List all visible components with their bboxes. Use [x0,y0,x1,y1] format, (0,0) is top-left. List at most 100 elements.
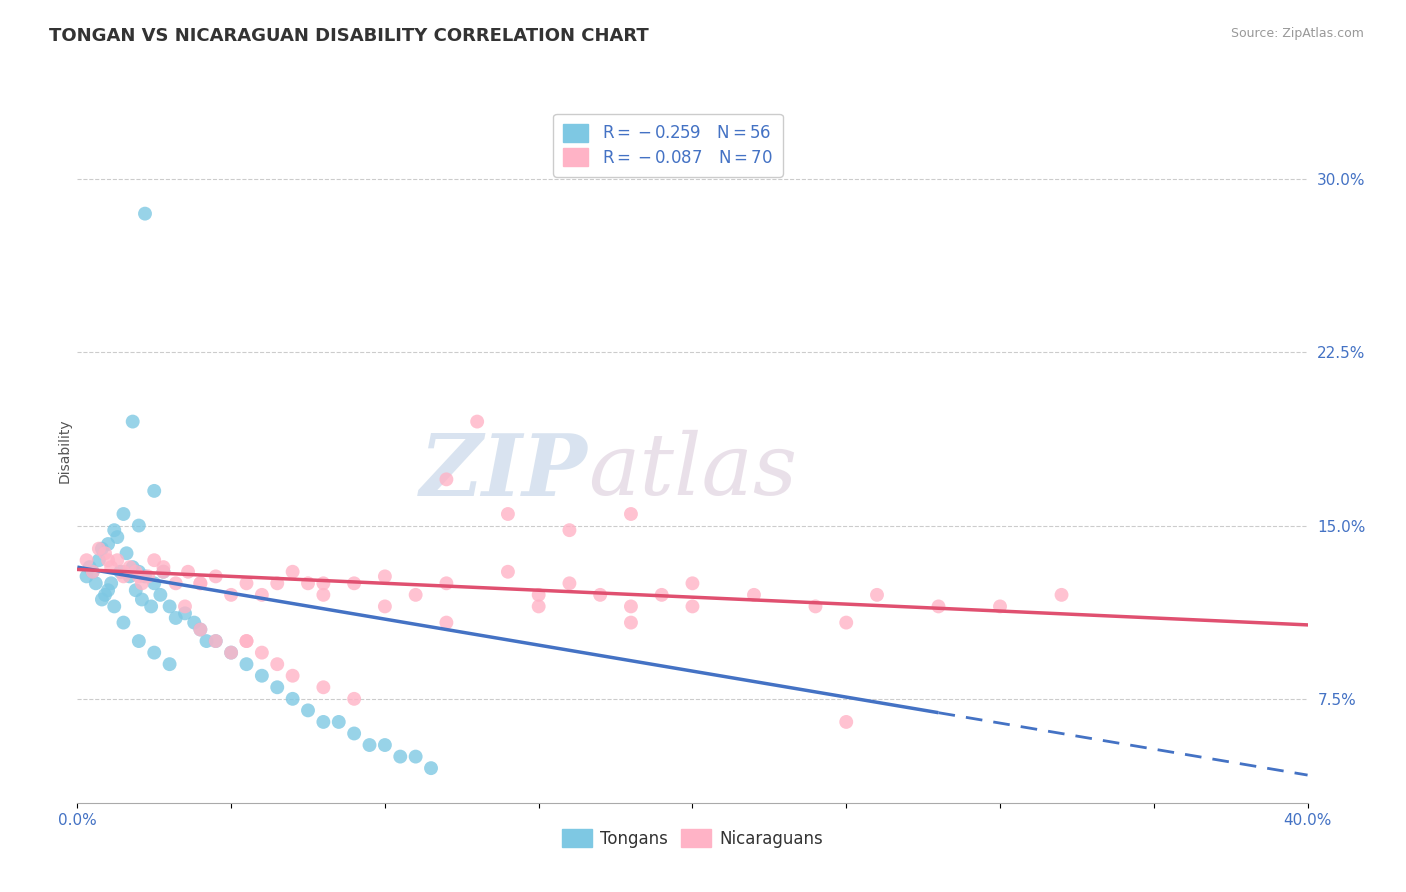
Point [87,541,110,556]
Point [76,569,98,583]
Point [112,615,135,630]
Point [115,546,138,560]
Point [159,599,181,614]
Point [100,560,122,574]
Point [312,680,335,694]
Point [90,541,114,556]
Point [436,576,458,591]
Point [682,576,704,591]
Point [112,569,135,583]
Point [465,415,488,429]
Point [312,576,335,591]
Point [527,599,550,614]
Point [112,565,135,579]
Point [219,588,242,602]
Point [174,599,197,614]
Point [312,714,335,729]
Point [281,691,304,706]
Point [143,483,166,498]
Point [152,565,174,579]
Point [374,599,396,614]
Point [125,583,148,598]
Point [128,518,150,533]
Point [374,738,396,752]
Point [152,560,174,574]
Point [527,588,550,602]
Point [149,588,172,602]
Point [141,599,163,614]
Point [188,576,212,591]
Point [405,588,427,602]
Point [125,565,148,579]
Point [82,565,104,579]
Point [183,615,205,630]
Point [620,615,643,630]
Point [131,592,153,607]
Point [281,669,304,683]
Point [250,588,273,602]
Point [682,599,704,614]
Point [84,576,107,591]
Point [136,569,159,583]
Point [343,726,366,740]
Point [165,611,187,625]
Point [558,576,581,591]
Point [103,523,125,537]
Point [165,576,187,591]
Point [204,569,226,583]
Point [250,646,273,660]
Point [250,669,273,683]
Point [496,565,519,579]
Text: ZIP: ZIP [420,430,588,514]
Point [928,599,950,614]
Point [589,588,612,602]
Point [152,565,174,579]
Point [105,530,128,544]
Point [266,657,288,672]
Point [266,576,288,591]
Text: TONGAN VS NICARAGUAN DISABILITY CORRELATION CHART: TONGAN VS NICARAGUAN DISABILITY CORRELAT… [49,27,650,45]
Point [328,714,350,729]
Point [742,588,765,602]
Point [835,615,858,630]
Point [374,569,396,583]
Point [620,599,643,614]
Point [76,553,98,567]
Point [235,657,257,672]
Point [174,607,197,621]
Point [134,569,156,583]
Point [79,560,101,574]
Point [134,207,156,221]
Point [1050,588,1073,602]
Point [804,599,827,614]
Text: Source: ZipAtlas.com: Source: ZipAtlas.com [1230,27,1364,40]
Point [128,565,150,579]
Point [420,761,443,775]
Point [121,560,143,574]
Point [100,576,122,591]
Point [105,553,128,567]
Point [97,583,120,598]
Point [620,507,643,521]
Point [281,565,304,579]
Point [128,569,150,583]
Point [204,634,226,648]
Point [235,634,257,648]
Text: atlas: atlas [588,430,797,513]
Point [131,576,153,591]
Point [159,657,181,672]
Point [297,576,319,591]
Point [436,615,458,630]
Point [436,472,458,486]
Point [195,634,218,648]
Point [118,560,141,574]
Y-axis label: Disability: Disability [58,418,72,483]
Point [312,588,335,602]
Point [143,646,166,660]
Point [988,599,1011,614]
Point [188,623,212,637]
Point [235,576,257,591]
Point [343,691,366,706]
Point [343,576,366,591]
Point [219,646,242,660]
